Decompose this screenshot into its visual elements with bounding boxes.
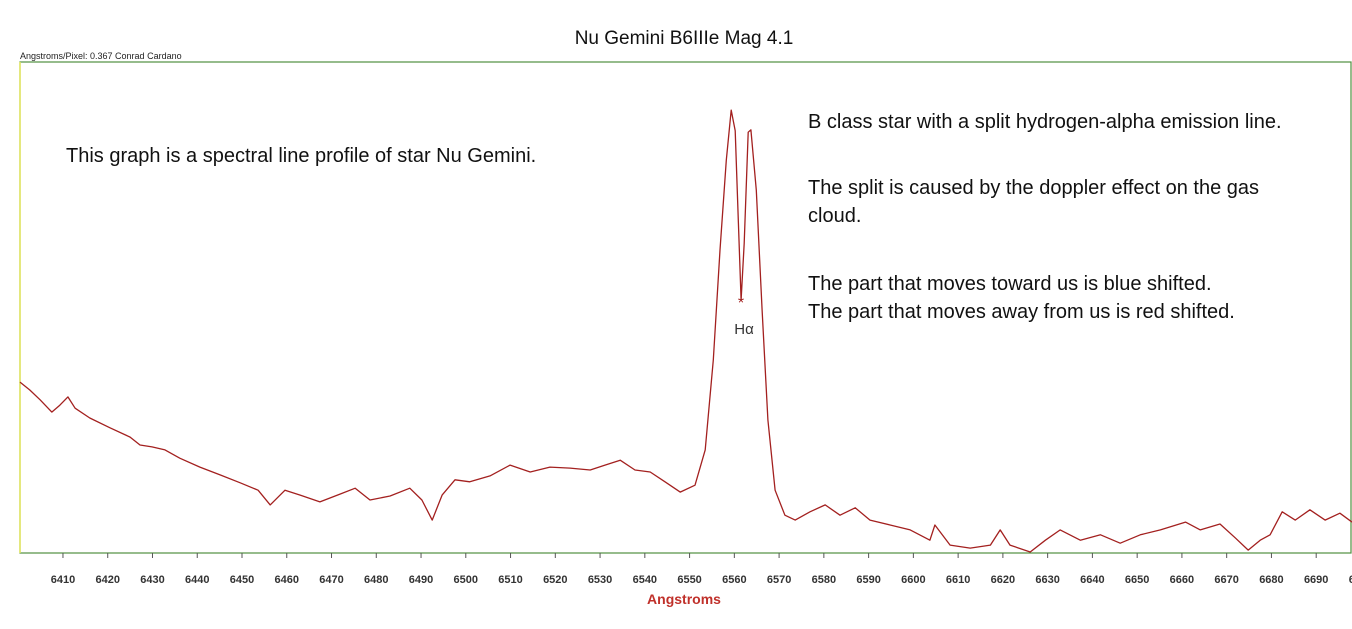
spectrum-line	[19, 109, 1352, 553]
x-tick-label: 6610	[946, 574, 970, 586]
x-tick-label: 6660	[1170, 574, 1194, 586]
x-tick-label: 6570	[767, 574, 791, 586]
chart-subtitle: Angstroms/Pixel: 0.367 Conrad Cardano	[20, 51, 182, 61]
x-tick-label: 6410	[51, 574, 75, 586]
x-tick-label: 6450	[230, 574, 254, 586]
x-tick-label: 6480	[364, 574, 388, 586]
x-tick-label: 6670	[1214, 574, 1238, 586]
note: The part that moves toward us is blue sh…	[808, 273, 1212, 295]
x-tick-label: 6650	[1125, 574, 1149, 586]
note: The split is caused by the doppler effec…	[808, 177, 1259, 199]
x-tick-label: 6550	[677, 574, 701, 586]
note: This graph is a spectral line profile of…	[66, 145, 536, 167]
x-tick-label: 6540	[633, 574, 657, 586]
x-tick-label: 6590	[856, 574, 880, 586]
x-tick-label: 6490	[409, 574, 433, 586]
note: B class star with a split hydrogen-alpha…	[808, 111, 1282, 133]
x-tick-label: 6460	[275, 574, 299, 586]
x-tick-label: 6680	[1259, 574, 1283, 586]
peak-label: Hα	[734, 321, 754, 338]
x-tick-label: 6690	[1304, 574, 1328, 586]
x-tick-label: 6620	[991, 574, 1015, 586]
x-tick-label: 6580	[812, 574, 836, 586]
x-tick-label: 6520	[543, 574, 567, 586]
note: The part that moves away from us is red …	[808, 301, 1235, 323]
x-tick-label: 6500	[454, 574, 478, 586]
x-tick-label: 6630	[1035, 574, 1059, 586]
x-tick-label: 6430	[140, 574, 164, 586]
x-tick-label: 6700	[1349, 574, 1352, 586]
chart-title: Nu Gemini B6IIIe Mag 4.1	[575, 28, 794, 49]
x-tick-label: 6510	[498, 574, 522, 586]
x-tick-label: 6440	[185, 574, 209, 586]
note: cloud.	[808, 205, 861, 227]
x-tick-label: 6640	[1080, 574, 1104, 586]
x-tick-label: 6560	[722, 574, 746, 586]
x-tick-label: 6420	[95, 574, 119, 586]
x-tick-label: 6600	[901, 574, 925, 586]
x-axis-label: Angstroms	[647, 591, 721, 607]
x-tick-label: 6530	[588, 574, 612, 586]
x-tick-label: 6470	[319, 574, 343, 586]
peak-marker: *	[738, 295, 744, 312]
